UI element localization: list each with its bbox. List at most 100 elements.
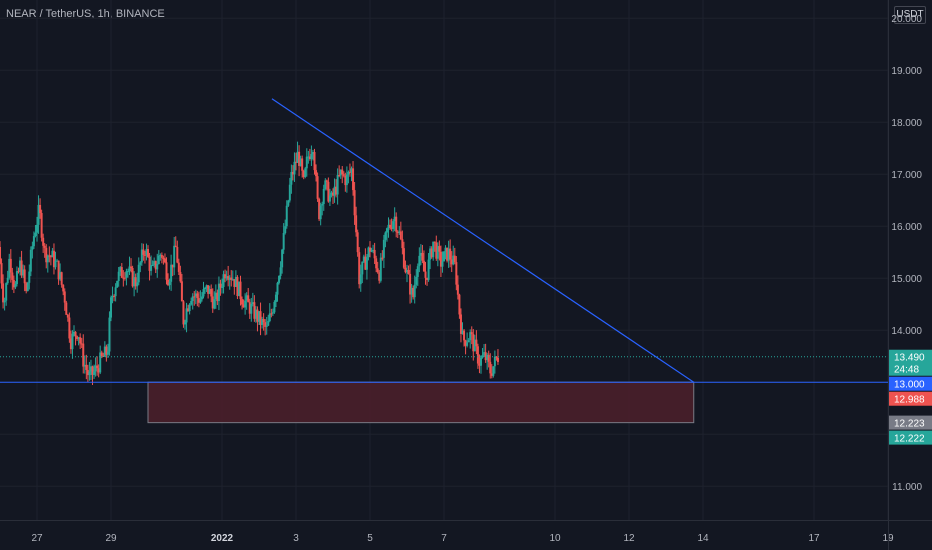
price-tag: 13.000 bbox=[889, 377, 932, 391]
candle-body bbox=[346, 174, 348, 185]
price-tag-label: 12.222 bbox=[894, 434, 925, 445]
candle-body bbox=[434, 242, 436, 243]
candle-body bbox=[169, 282, 171, 285]
y-tick-label: 20.000 bbox=[891, 14, 922, 25]
candle-body bbox=[250, 304, 252, 314]
candle-body bbox=[438, 246, 440, 252]
candle-body bbox=[88, 371, 90, 375]
candle-body bbox=[455, 262, 457, 285]
candle-body bbox=[115, 287, 117, 296]
candle-body bbox=[441, 261, 443, 266]
candle-body bbox=[161, 255, 163, 258]
support-zone bbox=[148, 382, 694, 422]
candle-body bbox=[323, 189, 325, 204]
candle-body bbox=[270, 313, 272, 314]
demand-zone-rect[interactable] bbox=[148, 382, 694, 422]
candle-body bbox=[494, 357, 496, 367]
candle-body bbox=[314, 152, 316, 170]
candle-body bbox=[158, 256, 160, 264]
candle-body bbox=[196, 293, 198, 298]
candle-body bbox=[30, 250, 32, 272]
price-tag: 12.988 bbox=[889, 392, 932, 406]
candle-body bbox=[28, 272, 30, 283]
candle-body bbox=[68, 318, 70, 339]
candle-body bbox=[287, 201, 289, 206]
price-tag-label: 13.000 bbox=[894, 380, 925, 391]
candle-body bbox=[374, 250, 376, 258]
candle-body bbox=[173, 246, 175, 268]
candle-body bbox=[489, 362, 491, 374]
candle-body bbox=[428, 260, 430, 280]
candle-body bbox=[284, 226, 286, 233]
price-tag-label: 12.223 bbox=[894, 419, 925, 430]
candle-body bbox=[62, 285, 64, 292]
candle-body bbox=[121, 267, 123, 278]
candle-body bbox=[421, 253, 423, 261]
candle-body bbox=[42, 238, 44, 246]
candle-body bbox=[67, 315, 69, 318]
x-tick-label: 29 bbox=[105, 533, 117, 544]
candle-body bbox=[384, 233, 386, 240]
candle-body bbox=[5, 283, 7, 300]
candle-body bbox=[244, 301, 246, 308]
candle-body bbox=[33, 236, 35, 246]
candle-body bbox=[201, 296, 203, 299]
candle-body bbox=[71, 334, 73, 349]
candle-body bbox=[425, 272, 427, 278]
candle-body bbox=[184, 322, 186, 324]
candle-body bbox=[47, 255, 49, 262]
candle-body bbox=[354, 190, 356, 215]
candle-body bbox=[64, 291, 66, 302]
candle-body bbox=[96, 366, 98, 369]
candle-body bbox=[189, 305, 191, 311]
candle-body bbox=[386, 228, 388, 232]
candle-body bbox=[241, 299, 243, 304]
candle-body bbox=[156, 264, 158, 269]
candle-body bbox=[326, 180, 328, 181]
y-tick-label: 17.000 bbox=[891, 170, 922, 181]
candle-body bbox=[315, 170, 317, 176]
candle-body bbox=[375, 258, 377, 268]
candle-body bbox=[24, 269, 26, 283]
candle-body bbox=[449, 249, 451, 260]
candle-body bbox=[178, 263, 180, 272]
candle-body bbox=[417, 266, 419, 277]
candle-body bbox=[11, 273, 13, 280]
y-tick-label: 11.000 bbox=[892, 482, 922, 493]
candle-body bbox=[118, 272, 120, 281]
candle-body bbox=[488, 355, 490, 362]
candle-body bbox=[41, 213, 43, 238]
descending-trendline[interactable] bbox=[272, 99, 694, 382]
candle-body bbox=[61, 272, 63, 285]
x-tick-label: 12 bbox=[623, 533, 635, 544]
candle-body bbox=[301, 158, 303, 170]
candle-body bbox=[65, 303, 67, 315]
y-tick-label: 18.000 bbox=[891, 118, 922, 129]
candle-body bbox=[199, 299, 201, 302]
candle-body bbox=[463, 331, 465, 341]
candle-body bbox=[277, 283, 279, 295]
candle-body bbox=[176, 247, 178, 263]
candle-body bbox=[383, 240, 385, 258]
x-tick-label: 2022 bbox=[211, 533, 234, 544]
candle-body bbox=[395, 217, 397, 232]
candle-body bbox=[31, 246, 33, 250]
candle-body bbox=[266, 326, 268, 327]
candle-body bbox=[44, 246, 46, 248]
candle-body bbox=[377, 268, 379, 272]
candle-body bbox=[280, 267, 282, 276]
candle-body bbox=[471, 332, 473, 334]
candle-body bbox=[458, 295, 460, 315]
price-tag-label: 13.490 bbox=[894, 353, 925, 364]
candle-body bbox=[320, 206, 322, 220]
candle-body bbox=[107, 352, 109, 355]
candle-body bbox=[1, 263, 3, 283]
candle-body bbox=[273, 302, 275, 312]
price-tag: 13.49024:48 bbox=[889, 350, 932, 376]
candle-body bbox=[293, 162, 295, 175]
candle-body bbox=[355, 215, 357, 232]
candle-body bbox=[360, 274, 362, 284]
candle-body bbox=[4, 301, 6, 303]
candle-body bbox=[272, 312, 274, 313]
